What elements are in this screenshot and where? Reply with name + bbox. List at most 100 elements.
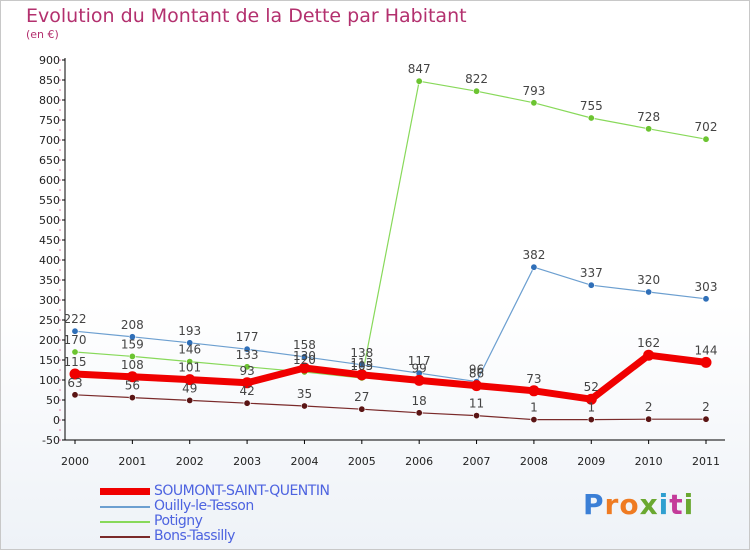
data-label: 120 — [293, 353, 316, 367]
data-point — [530, 99, 538, 107]
data-label: 303 — [695, 280, 718, 294]
data-label: 1 — [530, 401, 538, 415]
proxiti-logo: Proxiti — [583, 488, 694, 521]
y-minor-dot — [59, 159, 61, 161]
x-tick-label: 2011 — [692, 455, 720, 468]
x-tick-label: 2003 — [233, 455, 261, 468]
data-point — [358, 405, 366, 413]
y-tick-label: -50 — [42, 434, 60, 447]
data-point — [300, 402, 308, 410]
chart-subtitle: (en €) — [26, 28, 59, 41]
y-minor-dot — [59, 289, 61, 291]
data-label: 42 — [239, 384, 254, 398]
data-point — [69, 368, 81, 380]
y-minor-dot — [59, 259, 61, 261]
y-tick-label: 0 — [53, 414, 60, 427]
x-tick-label: 2000 — [61, 455, 89, 468]
y-tick-label: 400 — [39, 254, 60, 267]
data-point — [128, 333, 136, 341]
data-point — [415, 77, 423, 85]
y-minor-dot — [59, 429, 61, 431]
y-minor-dot — [59, 279, 61, 281]
y-tick-label: 750 — [39, 114, 60, 127]
y-minor-dot — [59, 109, 61, 111]
y-tick-label: 250 — [39, 314, 60, 327]
data-point — [585, 393, 597, 405]
y-minor-dot — [59, 239, 61, 241]
y-tick-label: 600 — [39, 174, 60, 187]
data-label: 130 — [293, 349, 316, 363]
data-point — [186, 396, 194, 404]
data-point — [645, 415, 653, 423]
y-minor-dot — [59, 319, 61, 321]
data-label: 170 — [64, 333, 87, 347]
y-minor-dot — [59, 419, 61, 421]
data-point — [702, 135, 710, 143]
data-point — [528, 385, 540, 397]
data-label: 822 — [465, 72, 488, 86]
data-label: 105 — [350, 359, 373, 373]
y-minor-dot — [59, 229, 61, 231]
data-point — [186, 339, 194, 347]
legend-swatch-ouilly — [100, 506, 150, 508]
legend-swatch-bons — [100, 536, 150, 538]
data-label: 2 — [702, 400, 710, 414]
y-minor-dot — [59, 359, 61, 361]
logo-letter: x — [639, 488, 659, 521]
data-point — [473, 87, 481, 95]
y-tick-label: 700 — [39, 134, 60, 147]
data-point — [702, 295, 710, 303]
data-point — [128, 394, 136, 402]
data-label: 208 — [121, 318, 144, 332]
data-label: 93 — [239, 364, 254, 378]
data-label: 2 — [645, 400, 653, 414]
data-label: 793 — [522, 84, 545, 98]
y-minor-dot — [59, 189, 61, 191]
y-minor-dot — [59, 389, 61, 391]
data-label: 73 — [526, 372, 541, 386]
data-point — [126, 371, 138, 383]
data-label: 18 — [412, 394, 427, 408]
y-tick-label: 500 — [39, 214, 60, 227]
legend-swatch-soumont — [100, 488, 150, 495]
data-label: 337 — [580, 266, 603, 280]
y-minor-dot — [59, 269, 61, 271]
data-point — [530, 416, 538, 424]
y-minor-dot — [59, 349, 61, 351]
data-label: 49 — [182, 381, 197, 395]
data-point — [71, 327, 79, 335]
data-point — [700, 356, 712, 368]
y-minor-dot — [59, 119, 61, 121]
y-minor-dot — [59, 309, 61, 311]
data-point — [587, 416, 595, 424]
data-label: 101 — [178, 361, 201, 375]
data-label: 52 — [584, 380, 599, 394]
y-tick-label: 450 — [39, 234, 60, 247]
y-tick-label: 350 — [39, 274, 60, 287]
data-point — [473, 412, 481, 420]
logo-letter: o — [619, 488, 640, 521]
data-label: 177 — [236, 330, 259, 344]
legend-label-ouilly: Ouilly-le-Tesson — [154, 498, 254, 514]
logo-letter: i — [658, 488, 670, 521]
y-minor-dot — [59, 299, 61, 301]
y-minor-dot — [59, 219, 61, 221]
series-line — [71, 351, 710, 403]
data-label: 144 — [695, 343, 718, 357]
data-point — [241, 377, 253, 389]
y-minor-dot — [59, 89, 61, 91]
data-label: 159 — [121, 337, 144, 351]
y-minor-dot — [59, 209, 61, 211]
y-minor-dot — [59, 339, 61, 341]
y-tick-label: 300 — [39, 294, 60, 307]
y-minor-dot — [59, 139, 61, 141]
y-tick-label: 850 — [39, 74, 60, 87]
y-minor-dot — [59, 79, 61, 81]
legend-swatch-potigny — [100, 521, 150, 523]
data-label: 56 — [125, 379, 140, 393]
data-label: 96 — [469, 363, 484, 377]
y-minor-dot — [59, 199, 61, 201]
x-tick-label: 2004 — [290, 455, 318, 468]
y-minor-dot — [59, 369, 61, 371]
data-label: 1 — [587, 401, 595, 415]
